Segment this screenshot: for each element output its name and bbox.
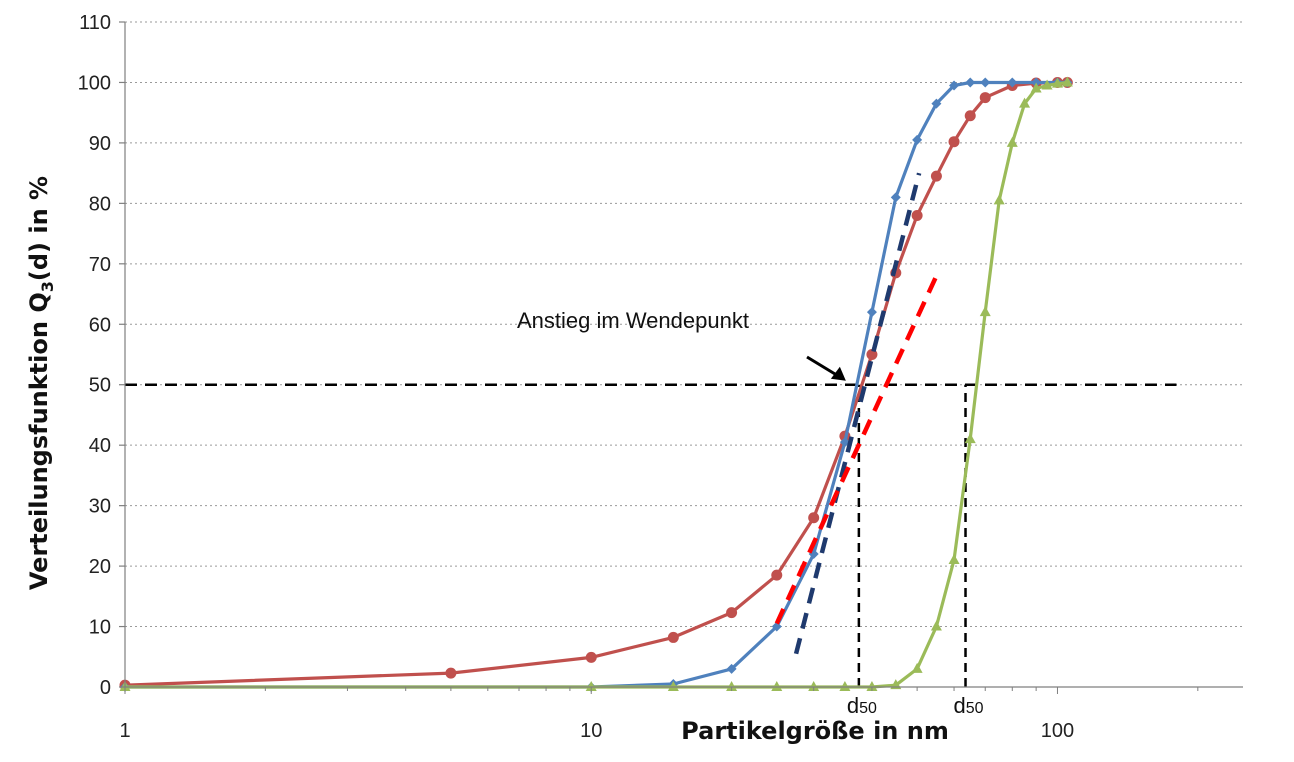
- data-point: [964, 110, 976, 122]
- data-point: [931, 98, 942, 109]
- data-point: [993, 194, 1005, 205]
- data-point: [979, 306, 991, 317]
- data-point: [911, 662, 923, 673]
- annotation-arrow: [806, 355, 839, 378]
- data-point: [1019, 97, 1031, 108]
- data-point: [726, 681, 738, 691]
- data-point: [1031, 77, 1042, 88]
- data-point: [726, 663, 737, 674]
- data-point: [1030, 82, 1042, 93]
- data-point: [948, 136, 960, 148]
- data-point: [585, 651, 597, 663]
- data-point: [1061, 76, 1073, 87]
- y-tick-label: 40: [89, 435, 111, 457]
- data-point: [445, 667, 457, 679]
- d50-label: d50: [953, 693, 983, 718]
- data-point: [808, 681, 820, 691]
- data-point: [585, 681, 597, 691]
- tangent-line: [793, 172, 922, 655]
- y-tick-label: 90: [89, 133, 111, 155]
- x-tick-label: 1: [119, 720, 130, 742]
- data-point: [1051, 77, 1063, 88]
- data-point: [771, 681, 783, 691]
- data-point: [1007, 77, 1018, 88]
- y-tick-label: 60: [89, 314, 111, 336]
- y-axis-title: Verteilungsfunktion Q3(d) in %: [25, 176, 57, 590]
- tangent-lines: [774, 172, 939, 655]
- y-tick-label: 30: [89, 496, 111, 518]
- data-point: [771, 569, 783, 581]
- y-tick-label: 70: [89, 254, 111, 276]
- data-point: [839, 681, 851, 691]
- reference-lines: [125, 383, 1177, 687]
- y-tick-label: 100: [78, 72, 111, 94]
- data-point: [771, 621, 782, 632]
- y-tick-label: 50: [89, 375, 111, 397]
- axes: [119, 21, 1243, 694]
- x-tick-label: 100: [1041, 720, 1074, 742]
- annotation-text: Anstieg im Wendepunkt: [517, 308, 749, 333]
- data-point: [866, 681, 878, 691]
- data-point: [965, 77, 976, 88]
- y-tick-label: 20: [89, 556, 111, 578]
- data-point: [1006, 136, 1018, 147]
- data-point: [912, 134, 923, 145]
- y-tick-label: 0: [100, 677, 111, 699]
- data-point: [949, 80, 960, 91]
- x-axis-title: Partikelgröße in nm: [681, 717, 949, 745]
- annotation-arrowhead: [830, 366, 846, 381]
- data-point: [964, 433, 976, 444]
- data-point: [1041, 79, 1053, 90]
- data-point: [930, 170, 942, 182]
- x-tick-label: 10: [580, 720, 602, 742]
- data-point: [948, 554, 960, 565]
- d50-label: d50: [847, 693, 877, 718]
- data-point: [890, 192, 901, 203]
- data-point: [980, 77, 991, 88]
- data-point: [667, 681, 679, 691]
- data-point: [979, 92, 991, 104]
- data-point: [667, 631, 679, 643]
- y-tick-label: 10: [89, 617, 111, 639]
- y-tick-label: 110: [79, 12, 111, 34]
- y-tick-label: 80: [89, 193, 111, 215]
- data-point: [866, 307, 877, 318]
- data-point: [726, 607, 738, 619]
- tangent-line: [774, 274, 939, 625]
- data-point: [911, 209, 923, 221]
- data-point: [930, 620, 942, 631]
- data-point: [808, 512, 820, 524]
